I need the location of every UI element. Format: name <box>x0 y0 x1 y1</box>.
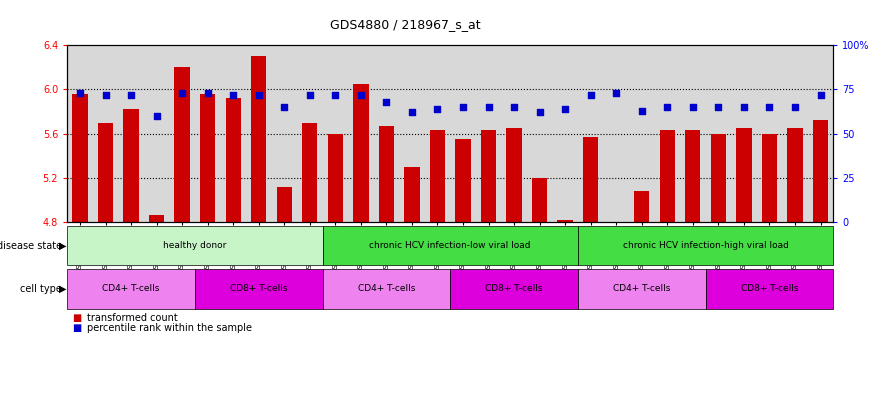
Point <box>814 92 828 98</box>
Point <box>252 92 266 98</box>
Bar <box>706 269 833 309</box>
Text: CD4+ T-cells: CD4+ T-cells <box>613 285 670 293</box>
Point <box>175 90 189 96</box>
Point <box>405 109 419 116</box>
Bar <box>451 269 578 309</box>
Bar <box>302 123 317 222</box>
Point <box>583 92 598 98</box>
Bar <box>557 220 573 222</box>
Bar <box>813 120 828 222</box>
Point <box>99 92 113 98</box>
Point <box>277 104 291 110</box>
Point <box>73 90 87 96</box>
Point <box>456 104 470 110</box>
Text: chronic HCV infection-low viral load: chronic HCV infection-low viral load <box>369 241 531 250</box>
Bar <box>323 226 578 265</box>
Bar <box>323 269 451 309</box>
Point <box>124 92 138 98</box>
Bar <box>251 56 266 222</box>
Point <box>201 90 215 96</box>
Bar <box>404 167 419 222</box>
Point <box>558 106 573 112</box>
Text: CD4+ T-cells: CD4+ T-cells <box>102 285 159 293</box>
Text: ▶: ▶ <box>59 241 66 251</box>
Bar <box>379 126 394 222</box>
Bar <box>762 134 777 222</box>
Bar <box>175 67 190 222</box>
Bar <box>737 128 752 222</box>
Bar <box>711 134 726 222</box>
Point <box>226 92 240 98</box>
Bar <box>73 94 88 222</box>
Bar <box>430 130 445 222</box>
Bar <box>200 94 215 222</box>
Text: CD8+ T-cells: CD8+ T-cells <box>486 285 543 293</box>
Text: transformed count: transformed count <box>87 313 177 323</box>
Bar <box>67 269 195 309</box>
Point <box>379 99 393 105</box>
Bar <box>788 128 803 222</box>
Bar <box>532 178 547 222</box>
Point <box>711 104 726 110</box>
Point <box>660 104 675 110</box>
Point <box>737 104 751 110</box>
Bar <box>506 128 521 222</box>
Text: ▶: ▶ <box>59 284 66 294</box>
Bar <box>67 226 323 265</box>
Bar <box>578 226 833 265</box>
Point <box>354 92 368 98</box>
Bar <box>124 109 139 222</box>
Bar <box>195 269 323 309</box>
Text: chronic HCV infection-high viral load: chronic HCV infection-high viral load <box>623 241 788 250</box>
Text: ■: ■ <box>72 313 81 323</box>
Bar <box>277 187 292 222</box>
Bar <box>659 130 675 222</box>
Bar <box>455 139 470 222</box>
Point <box>430 106 444 112</box>
Bar <box>578 269 706 309</box>
Point <box>634 107 649 114</box>
Point <box>762 104 777 110</box>
Point <box>532 109 547 116</box>
Bar <box>685 130 701 222</box>
Text: CD8+ T-cells: CD8+ T-cells <box>741 285 798 293</box>
Text: percentile rank within the sample: percentile rank within the sample <box>87 323 252 333</box>
Text: cell type: cell type <box>21 284 65 294</box>
Bar <box>98 123 113 222</box>
Point <box>685 104 700 110</box>
Text: GDS4880 / 218967_s_at: GDS4880 / 218967_s_at <box>330 18 481 31</box>
Point <box>303 92 317 98</box>
Point <box>507 104 521 110</box>
Text: CD8+ T-cells: CD8+ T-cells <box>230 285 288 293</box>
Point <box>150 113 164 119</box>
Text: disease state: disease state <box>0 241 65 251</box>
Text: healthy donor: healthy donor <box>163 241 227 250</box>
Bar <box>328 134 343 222</box>
Point <box>481 104 495 110</box>
Point <box>609 90 624 96</box>
Bar <box>149 215 164 222</box>
Text: ■: ■ <box>72 323 81 333</box>
Point <box>788 104 802 110</box>
Bar <box>353 84 368 222</box>
Bar <box>481 130 496 222</box>
Bar <box>226 98 241 222</box>
Bar <box>634 191 650 222</box>
Text: CD4+ T-cells: CD4+ T-cells <box>358 285 415 293</box>
Point <box>328 92 342 98</box>
Bar <box>583 137 599 222</box>
